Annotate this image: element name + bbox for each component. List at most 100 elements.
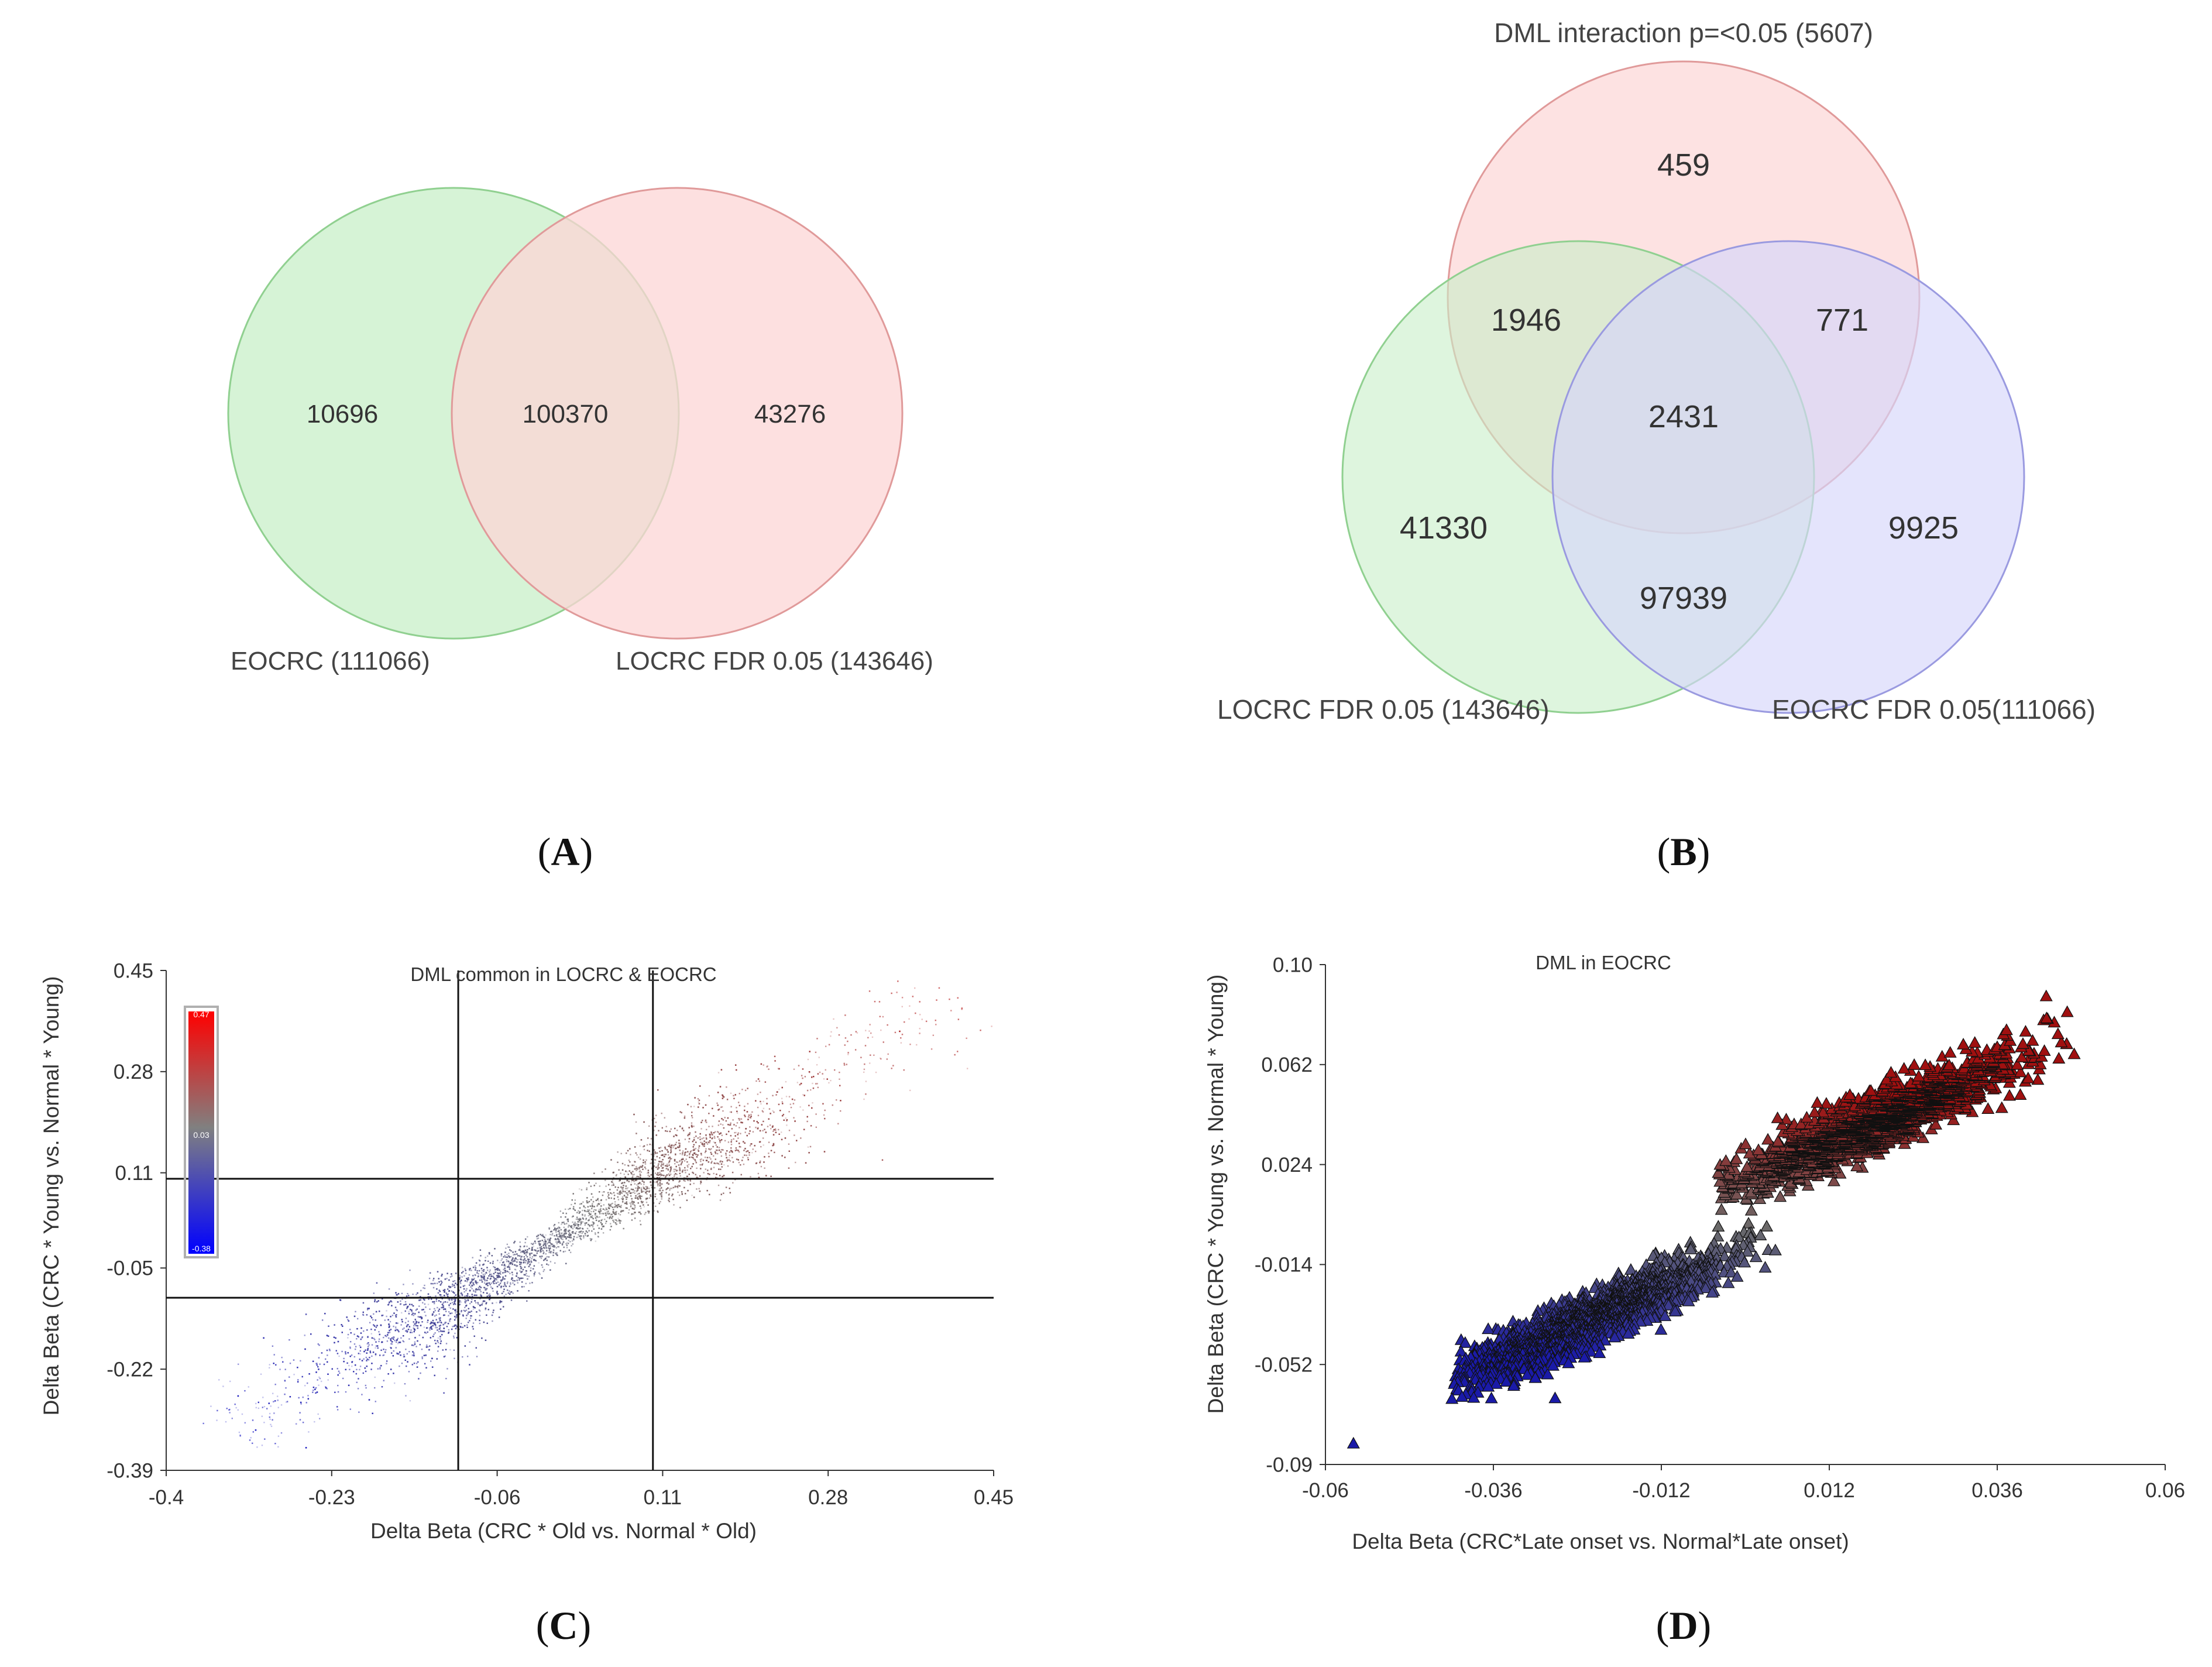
scatter-c-point xyxy=(438,1321,440,1323)
scatter-c-point xyxy=(688,1141,690,1143)
scatter-c-point xyxy=(510,1283,511,1285)
scatter-c-point xyxy=(217,1409,218,1412)
scatter-c-point xyxy=(425,1315,427,1316)
scatter-c-point xyxy=(768,1153,770,1154)
scatter-c-point xyxy=(356,1368,358,1371)
scatter-c-point xyxy=(468,1274,470,1276)
scatter-c-point xyxy=(663,1154,665,1155)
scatter-c-point xyxy=(273,1401,274,1402)
scatter-c-point xyxy=(513,1254,514,1256)
scatter-c-point xyxy=(729,1124,730,1126)
scatter-c-point xyxy=(602,1191,603,1193)
scatter-c-point xyxy=(642,1200,644,1203)
scatter-c-point xyxy=(648,1188,650,1189)
scatter-c-point xyxy=(679,1143,681,1144)
scatter-c-point xyxy=(679,1161,681,1162)
scatter-c-point xyxy=(577,1236,579,1238)
scatter-c-point xyxy=(337,1384,339,1387)
scatter-c-point xyxy=(781,1097,783,1099)
scatter-c-point xyxy=(386,1363,387,1364)
scatter-c-point xyxy=(604,1209,606,1211)
scatter-c-point xyxy=(277,1435,280,1437)
scatter-c-point xyxy=(697,1149,699,1151)
scatter-c-point xyxy=(768,1141,770,1143)
scatter-c-point xyxy=(252,1431,255,1433)
scatter-c-point xyxy=(521,1259,523,1261)
scatter-c-point xyxy=(248,1386,249,1388)
scatter-c-point xyxy=(442,1301,445,1304)
scatter-c-point xyxy=(530,1243,533,1244)
scatter-c-point xyxy=(644,1163,647,1165)
scatter-c-point xyxy=(802,1077,803,1079)
scatter-c-point xyxy=(574,1199,576,1201)
scatter-c-point xyxy=(545,1238,547,1240)
scatter-c-point xyxy=(699,1136,701,1138)
scatter-c-point xyxy=(695,1148,697,1150)
scatter-c-point xyxy=(329,1350,331,1352)
scatter-c-point xyxy=(725,1154,727,1156)
scatter-c-point xyxy=(467,1313,469,1315)
scatter-c-point xyxy=(273,1412,275,1414)
scatter-c-point xyxy=(586,1187,588,1189)
scatter-c-point xyxy=(830,1079,832,1082)
scatter-c-point xyxy=(658,1176,661,1179)
scatter-c-point xyxy=(700,1154,702,1156)
scatter-c-point xyxy=(903,1069,905,1071)
scatter-c-point xyxy=(579,1232,581,1234)
scatter-c-point xyxy=(954,1054,956,1056)
scatter-c-point xyxy=(315,1387,317,1389)
scatter-c-point xyxy=(269,1412,271,1415)
scatter-c-point xyxy=(592,1215,593,1217)
scatter-c-point xyxy=(377,1368,379,1370)
scatter-c-point xyxy=(733,1138,734,1140)
scatter-c-point xyxy=(616,1192,619,1195)
scatter-c-point xyxy=(530,1263,531,1265)
scatter-c-point xyxy=(429,1308,431,1310)
scatter-c-point xyxy=(713,1136,716,1138)
scatter-c-point xyxy=(336,1409,339,1411)
scatter-c-point xyxy=(595,1215,596,1217)
scatter-c-point xyxy=(696,1167,698,1169)
scatter-c-point xyxy=(669,1160,671,1161)
scatter-c-point xyxy=(465,1302,466,1304)
scatter-c-point xyxy=(991,1025,992,1027)
scatter-c-point xyxy=(729,1154,731,1157)
scatter-c-point xyxy=(520,1251,522,1253)
scatter-c-point xyxy=(300,1403,302,1405)
scatter-c-point xyxy=(816,1038,818,1040)
scatter-c-point xyxy=(497,1260,499,1261)
scatter-c-point xyxy=(591,1230,593,1232)
scatter-c-point xyxy=(936,999,937,1001)
scatter-c-point xyxy=(699,1159,702,1161)
scatter-c-point xyxy=(643,1148,645,1151)
scatter-c-point xyxy=(772,1095,774,1096)
scatter-c-point xyxy=(626,1152,627,1154)
scatter-c-point xyxy=(660,1195,662,1196)
scatter-c-point xyxy=(438,1318,440,1319)
scatter-c-point xyxy=(544,1239,546,1241)
scatter-c-point xyxy=(655,1172,657,1174)
scatter-c-point xyxy=(637,1185,639,1188)
scatter-c-point xyxy=(702,1163,703,1165)
scatter-c-point xyxy=(589,1209,590,1211)
scatter-c-point xyxy=(693,1126,695,1127)
scatter-c-point xyxy=(226,1408,228,1409)
scatter-c-point xyxy=(559,1210,562,1212)
scatter-c-point xyxy=(238,1363,239,1365)
scatter-c-point xyxy=(726,1160,729,1162)
scatter-c-point xyxy=(568,1230,570,1232)
scatter-c-point xyxy=(655,1159,657,1161)
scatter-c-point xyxy=(435,1295,437,1297)
scatter-c-point xyxy=(578,1231,580,1233)
scatter-c-point xyxy=(280,1432,283,1434)
scatter-c-point xyxy=(342,1377,344,1380)
scatter-c-point xyxy=(484,1289,486,1291)
scatter-c-point xyxy=(531,1256,534,1258)
scatter-c-point xyxy=(411,1311,413,1313)
scatter-c-point xyxy=(328,1349,331,1350)
scatter-c-point xyxy=(634,1183,636,1185)
scatter-c-point xyxy=(579,1232,581,1234)
scatter-c-point xyxy=(630,1181,633,1183)
scatter-c-point xyxy=(761,1110,763,1112)
venn-b-count-locrc-only: 41330 xyxy=(1400,510,1488,546)
